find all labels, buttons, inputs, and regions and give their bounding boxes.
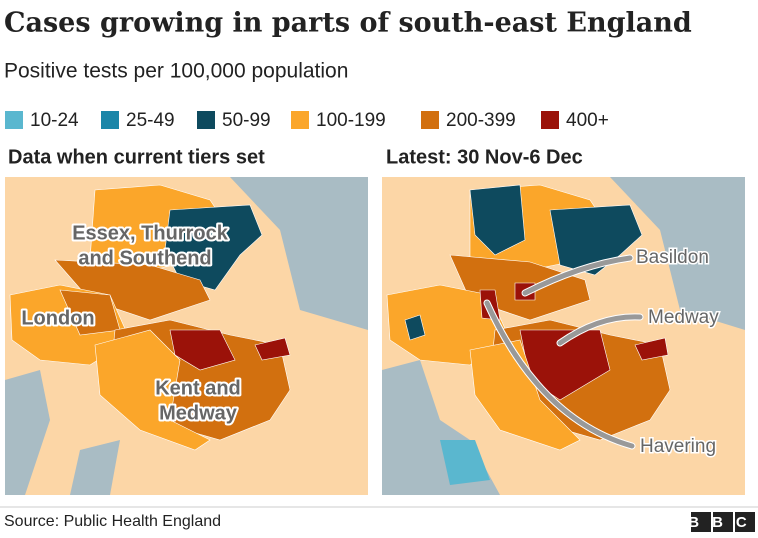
legend-label: 10-24 <box>30 110 79 131</box>
annotation-lines <box>483 254 644 450</box>
map-label: London <box>21 307 94 329</box>
map-label: Medway <box>159 402 238 424</box>
title: Cases growing in parts of south-east Eng… <box>4 8 692 39</box>
source: Source: Public Health England <box>4 513 221 530</box>
legend-swatch <box>291 111 309 129</box>
logo-text: BBC <box>688 514 758 531</box>
panel-title: Data when current tiers set <box>8 146 265 168</box>
legend-label: 400+ <box>566 110 609 131</box>
legend-label: 100-199 <box>316 110 386 131</box>
map-left <box>5 177 368 495</box>
legend-swatch <box>101 111 119 129</box>
legend-swatch <box>5 111 23 129</box>
legend: 10-24 25-49 50-99 100-199 200-399 400+ <box>5 110 609 131</box>
subtitle: Positive tests per 100,000 population <box>4 60 348 83</box>
map-label: and Southend <box>78 247 211 269</box>
logo-box <box>713 512 733 532</box>
annotation: Medway <box>648 307 719 328</box>
map-label: Kent and <box>155 377 241 399</box>
legend-swatch <box>541 111 559 129</box>
panel-title: Latest: 30 Nov-6 Dec <box>386 146 583 168</box>
logo: BBC <box>688 512 758 532</box>
annotation: Basildon <box>636 247 709 268</box>
logo-box <box>735 512 755 532</box>
legend-label: 25-49 <box>126 110 175 131</box>
map-label: Essex, Thurrock <box>72 222 229 244</box>
legend-swatch <box>421 111 439 129</box>
annotation: Havering <box>640 436 716 457</box>
logo-box <box>691 512 711 532</box>
legend-label: 50-99 <box>222 110 271 131</box>
map-right <box>382 177 745 495</box>
legend-label: 200-399 <box>446 110 516 131</box>
legend-swatch <box>197 111 215 129</box>
